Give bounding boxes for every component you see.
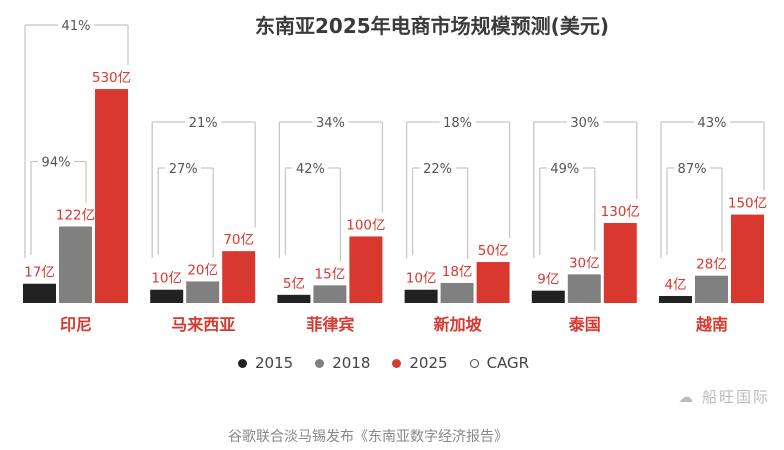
bar-2018 — [186, 281, 220, 303]
bar-value-label: 122亿 — [56, 207, 95, 223]
legend-item-2025: 2025 — [392, 354, 448, 372]
bar-2025 — [731, 214, 764, 303]
cagr-2015-2025-label: 18% — [443, 116, 472, 131]
cagr-2015-2025-label: 43% — [698, 116, 727, 131]
bar-2025 — [95, 89, 128, 303]
source-caption: 谷歌联合淡马锡发布《东南亚数字经济报告》 — [228, 429, 508, 445]
bar-value-label: 150亿 — [728, 196, 767, 212]
legend-label: 2018 — [332, 354, 371, 372]
legend-dot-2018 — [315, 358, 325, 368]
cagr-2015-2025-label-bg — [58, 17, 94, 34]
cagr-2015-2018-label: 42% — [296, 162, 325, 177]
cagr-2015-2025-label: 41% — [62, 19, 91, 34]
bar-2015 — [404, 289, 438, 303]
category-label: 印尼 — [60, 315, 92, 334]
watermark-text: 船旺国际 — [701, 388, 770, 406]
chart-canvas: 17亿 122亿 530亿 41% 94% 印尼 10亿 20亿 70亿 21% 27% 马来西亚 5亿… — [23, 17, 767, 334]
cagr-2015-2018-label: 49% — [550, 162, 579, 177]
bar-value-label: 530亿 — [92, 70, 131, 86]
bar-2025 — [476, 262, 510, 303]
bar-2015 — [150, 289, 184, 303]
cagr-2015-2018-label: 94% — [42, 155, 71, 170]
cagr-2015-2018-label-bg — [419, 160, 456, 176]
bar-value-label: 30亿 — [569, 255, 600, 271]
bar-2018 — [567, 274, 601, 303]
legend-dot-2025 — [392, 358, 402, 368]
bar-value-label: 9亿 — [537, 272, 559, 288]
cagr-2015-2025-label: 30% — [570, 116, 599, 131]
bar-value-label: 28亿 — [696, 257, 727, 273]
bar-value-label: 10亿 — [406, 271, 437, 287]
bar-2015 — [277, 294, 311, 303]
bar-2015 — [23, 283, 56, 303]
bar-2025 — [222, 251, 256, 303]
legend-dot-2015 — [238, 358, 247, 368]
cagr-2015-2018-label: 22% — [423, 162, 452, 177]
legend: 2015 2018 2025 CAGR — [238, 354, 529, 372]
legend-item-2018: 2018 — [315, 354, 370, 372]
cagr-2015-2018-label-bg — [38, 153, 74, 170]
cagr-2015-2018-label: 27% — [169, 162, 198, 177]
bar-value-label: 18亿 — [442, 264, 473, 280]
cagr-2015-2025-label-bg — [566, 114, 603, 130]
chart-title: 东南亚2025年电商市场规模预测(美元) — [255, 14, 609, 38]
category-label: 马来西亚 — [171, 315, 235, 334]
legend-item-cagr: CAGR — [469, 354, 530, 372]
bar-2025 — [603, 223, 637, 303]
category-label: 越南 — [695, 315, 728, 334]
cagr-2015-2018-label-bg — [292, 160, 329, 176]
bar-value-label: 70亿 — [223, 232, 254, 248]
watermark: ☁ 船旺国际 — [678, 386, 770, 407]
legend-item-2015: 2015 — [238, 354, 293, 372]
bar-value-label: 100亿 — [346, 217, 385, 233]
legend-label: 2025 — [409, 354, 448, 372]
cagr-2015-2025-label: 21% — [189, 116, 218, 131]
cagr-2015-2025-label-bg — [439, 114, 476, 130]
bar-value-label: 17亿 — [24, 265, 55, 281]
bar-value-label: 10亿 — [151, 271, 182, 287]
category-label: 菲律宾 — [306, 315, 354, 334]
bar-value-label: 5亿 — [283, 276, 305, 292]
bar-2015 — [531, 290, 565, 303]
bar-2018 — [59, 226, 92, 303]
wechat-icon: ☁ — [678, 388, 702, 406]
legend-circle-cagr — [469, 358, 479, 368]
bar-2025 — [349, 236, 383, 303]
bar-value-label: 4亿 — [664, 277, 686, 293]
legend-label: 2015 — [255, 354, 294, 372]
cagr-2015-2025-label-bg — [312, 114, 349, 130]
bar-value-label: 15亿 — [315, 266, 346, 282]
category-label: 新加坡 — [434, 315, 483, 334]
bar-value-label: 50亿 — [478, 243, 509, 259]
bar-2015 — [659, 296, 692, 303]
cagr-2015-2018-label-bg — [674, 160, 710, 176]
bar-2018 — [440, 282, 474, 303]
bar-value-label: 20亿 — [187, 262, 218, 278]
bar-value-label: 130亿 — [601, 204, 640, 220]
category-label: 泰国 — [568, 315, 601, 334]
cagr-2015-2025-label-bg — [185, 114, 222, 130]
bar-2018 — [313, 285, 347, 303]
cagr-2015-2018-label-bg — [165, 160, 202, 176]
cagr-2015-2018-label: 87% — [678, 162, 707, 177]
cagr-2015-2018-label-bg — [546, 160, 583, 176]
cagr-2015-2025-label: 34% — [316, 116, 345, 131]
cagr-2015-2025-label-bg — [694, 114, 730, 130]
legend-label: CAGR — [486, 354, 530, 372]
bar-2018 — [695, 275, 728, 303]
